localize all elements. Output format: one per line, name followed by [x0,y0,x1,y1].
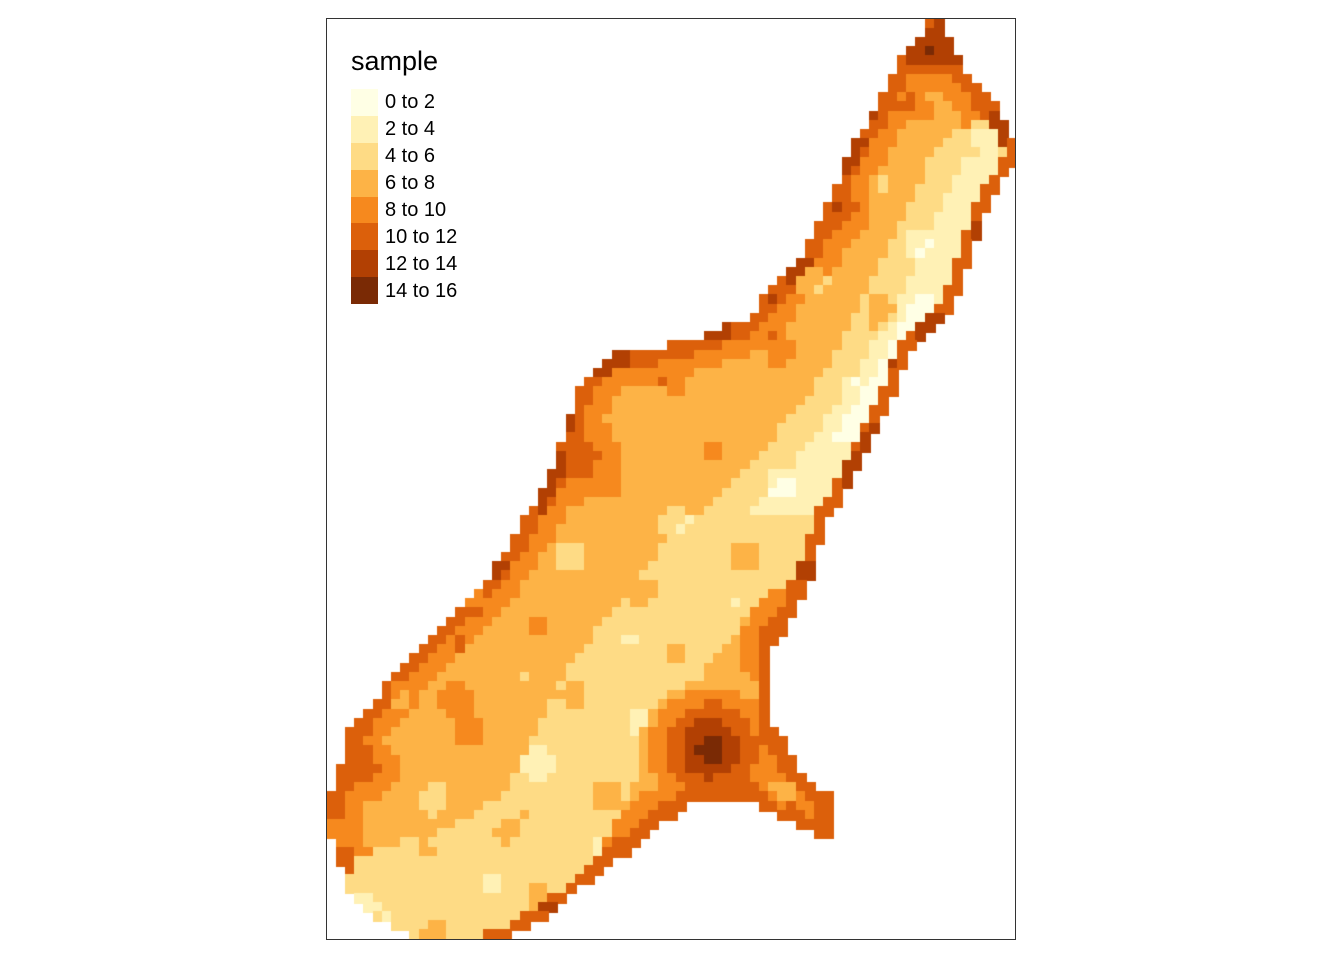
map-frame: sample 0 to 2 2 to 4 4 to 6 6 to 8 8 to … [326,18,1016,940]
legend-item-4-6: 4 to 6 [351,142,457,170]
legend-swatch [351,89,378,116]
legend-label: 2 to 4 [385,118,436,141]
legend-title: sample [351,46,439,76]
legend-label: 14 to 16 [385,279,458,302]
raster-map [327,19,1015,939]
legend-swatch [351,169,378,197]
legend-swatch [351,223,378,251]
legend-item-14-16: 14 to 16 [351,277,458,305]
legend-label: 12 to 14 [385,252,458,275]
legend-item-0-2: 0 to 2 [351,89,457,116]
legend-label: 6 to 8 [385,172,436,195]
legend-swatch [351,277,378,305]
legend-item-2-4: 2 to 4 [351,115,457,143]
legend-swatch [351,115,378,143]
legend-swatch [351,196,378,224]
legend-swatch [351,250,378,278]
legend-item-8-10: 8 to 10 [351,196,457,224]
legend-label: 0 to 2 [385,91,436,114]
legend: sample 0 to 2 2 to 4 4 to 6 6 to 8 8 to … [351,45,458,305]
legend-label: 8 to 10 [385,199,447,221]
legend-label: 4 to 6 [385,145,436,168]
legend-item-6-8: 6 to 8 [351,169,457,197]
legend-item-12-14: 12 to 14 [351,250,458,278]
legend-item-10-12: 10 to 12 [351,223,458,251]
legend-swatch [351,142,378,170]
legend-label: 10 to 12 [385,225,458,248]
